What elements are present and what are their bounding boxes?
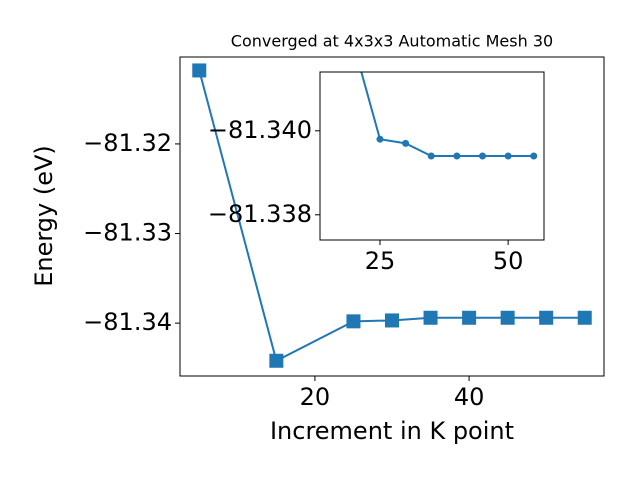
data-point bbox=[462, 310, 477, 325]
data-point bbox=[453, 152, 461, 160]
x-tick-label: 20 bbox=[300, 383, 331, 411]
data-point bbox=[385, 313, 399, 328]
x-tick-label: 25 bbox=[365, 247, 396, 275]
data-point bbox=[423, 310, 438, 325]
data-point bbox=[504, 152, 512, 160]
plot-content bbox=[360, 72, 538, 160]
plot-content bbox=[192, 63, 592, 368]
data-point bbox=[577, 310, 592, 325]
data-point bbox=[346, 314, 361, 329]
data-point bbox=[376, 135, 384, 143]
axes-frame bbox=[319, 71, 545, 241]
chart-title: Converged at 4x3x3 Automatic Mesh 30 bbox=[231, 32, 553, 51]
data-point bbox=[192, 63, 207, 78]
data-point bbox=[478, 152, 486, 160]
data-point bbox=[530, 152, 538, 160]
y-axis-label: Energy (eV) bbox=[30, 145, 58, 287]
y-tick-label: −81.340 bbox=[208, 116, 312, 144]
data-point bbox=[269, 353, 284, 368]
y-tick-label: −81.32 bbox=[83, 129, 172, 157]
axes-frame bbox=[179, 56, 605, 377]
series-line bbox=[360, 72, 534, 157]
y-tick-label: −81.338 bbox=[208, 200, 312, 228]
y-tick-label: −81.33 bbox=[83, 219, 172, 247]
data-point bbox=[402, 139, 410, 147]
x-axis-label: Increment in K point bbox=[270, 417, 514, 445]
x-tick-label: 50 bbox=[493, 247, 524, 275]
data-point bbox=[427, 152, 435, 160]
x-tick-label: 40 bbox=[454, 383, 485, 411]
y-tick-label: −81.34 bbox=[83, 308, 172, 336]
data-point bbox=[500, 310, 515, 325]
data-point bbox=[539, 310, 554, 325]
